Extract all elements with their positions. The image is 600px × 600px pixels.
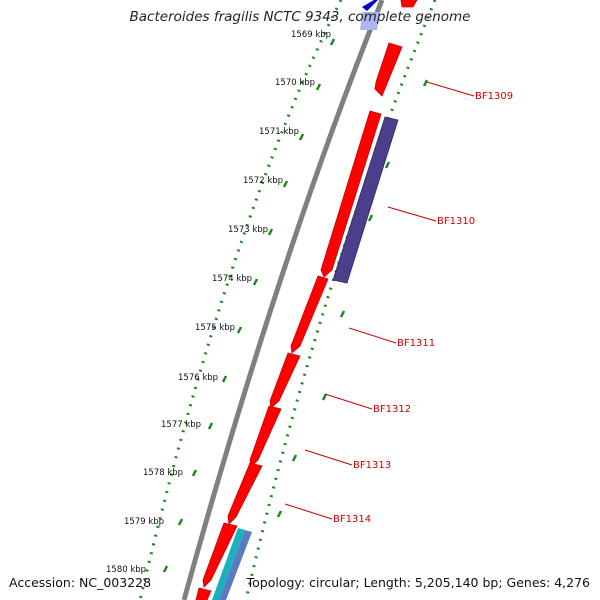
- ruler-labels: 1569 kbp 1570 kbp 1571 kbp 1572 kbp 1573…: [106, 30, 331, 575]
- ruler-tick: [384, 161, 391, 169]
- light-blue-feature: [360, 12, 380, 30]
- ruler-tick: [221, 375, 228, 383]
- ruler-tick: [315, 83, 322, 91]
- gene-label-bf1314: BF1314: [333, 514, 371, 525]
- ruler-tick: [252, 278, 259, 286]
- cds-arrow: [400, 0, 418, 8]
- ruler-tick: [422, 79, 429, 87]
- ruler-tick-label: 1580 kbp: [106, 565, 146, 575]
- ruler-tick: [177, 518, 184, 526]
- gene-label-bf1309: BF1309: [475, 91, 513, 102]
- gene-label-bf1313: BF1313: [353, 460, 391, 471]
- ruler-tick: [162, 565, 169, 573]
- cds-arrow: [269, 352, 301, 409]
- ruler-tick-label: 1573 kbp: [228, 225, 268, 235]
- ruler-tick: [367, 214, 374, 222]
- ruler-tick: [298, 133, 305, 141]
- ruler-tick-label: 1571 kbp: [259, 127, 299, 137]
- ruler-tick: [191, 469, 198, 477]
- ruler-tick-label: 1569 kbp: [291, 30, 331, 40]
- ruler-tick: [207, 422, 214, 430]
- genome-backbone: [181, 0, 385, 600]
- cds-arrow: [374, 42, 403, 97]
- cds-arrow: [290, 275, 329, 354]
- gene-label-bf1312: BF1312: [373, 404, 411, 415]
- ruler-tick-label: 1578 kbp: [143, 468, 183, 478]
- ruler-tick-label: 1572 kbp: [243, 176, 283, 186]
- accession-label: Accession: NC_003228: [9, 575, 152, 590]
- ruler-ticks: [162, 38, 429, 573]
- label-leaders: [284, 81, 475, 520]
- cds-arrow: [202, 522, 238, 588]
- gene-bar: [332, 116, 399, 284]
- gene-labels: BF1309 BF1310 BF1311 BF1312 BF1313 BF131…: [333, 91, 513, 525]
- ruler-tick: [329, 38, 336, 46]
- ruler-tick: [282, 180, 289, 188]
- ruler-tick-label: 1574 kbp: [212, 274, 252, 284]
- misc-feature: [219, 530, 252, 600]
- cds-arrow: [320, 110, 382, 278]
- blue-feature: [362, 0, 378, 11]
- ruler-tick-label: 1577 kbp: [161, 420, 201, 430]
- cds-arrow: [195, 587, 212, 600]
- gene-label-bf1311: BF1311: [397, 338, 435, 349]
- map-title: Bacteroides fragilis NCTC 9343, complete…: [129, 9, 471, 25]
- ruler-track-inner: [138, 0, 343, 600]
- ruler-tick-label: 1570 kbp: [275, 78, 315, 88]
- cds-arrow: [227, 462, 263, 525]
- ruler-tick: [276, 510, 283, 518]
- ruler-tick-label: 1579 kbp: [124, 517, 164, 527]
- ruler-tick-label: 1575 kbp: [195, 323, 235, 333]
- ruler-tick-label: 1576 kbp: [178, 373, 218, 383]
- trna-feature: [212, 528, 245, 600]
- gene-label-bf1310: BF1310: [437, 216, 475, 227]
- ruler-tick: [267, 228, 274, 236]
- ruler-tick: [321, 393, 328, 401]
- cds-features: [195, 0, 418, 600]
- ruler-tick: [291, 454, 298, 462]
- genome-stats: Topology: circular; Length: 5,205,140 bp…: [246, 575, 590, 590]
- ruler-tick: [339, 310, 346, 318]
- ruler-tick: [236, 326, 243, 334]
- cds-arrow: [249, 405, 282, 468]
